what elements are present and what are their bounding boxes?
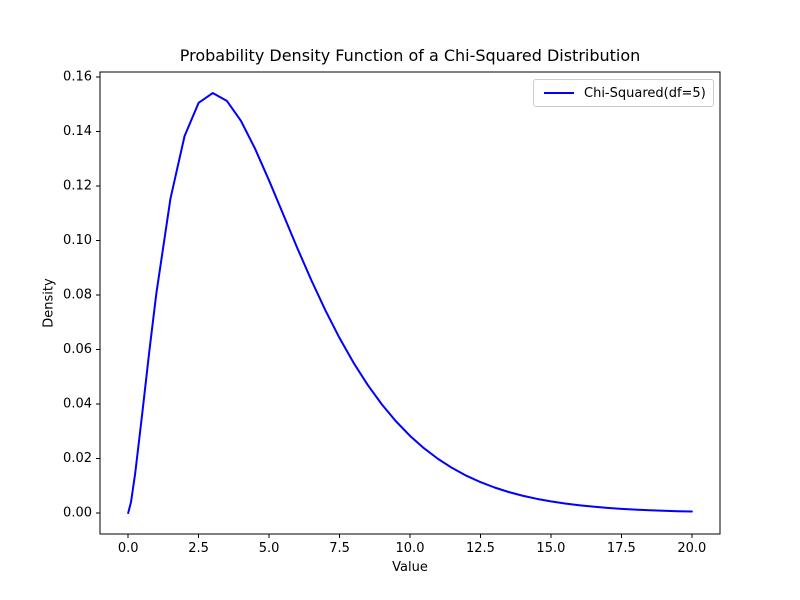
x-tick-label: 5.0: [259, 541, 280, 556]
chi-squared-curve: [127, 92, 693, 515]
x-tick-label: 12.5: [466, 541, 495, 556]
x-tick-label: 15.0: [536, 541, 565, 556]
chart-title: Probability Density Function of a Chi-Sq…: [179, 46, 641, 65]
y-tick-label: 0.04: [63, 397, 92, 412]
y-tick-label: 0.00: [63, 506, 92, 521]
x-tick-label: 2.5: [188, 541, 209, 556]
y-axis-label: Density: [41, 278, 57, 328]
axes-spines: [99, 71, 721, 535]
legend-line-sample: [544, 92, 574, 94]
y-tick-label: 0.12: [63, 179, 92, 194]
x-tick-label: 7.5: [329, 541, 350, 556]
x-tick-label: 0.0: [118, 541, 139, 556]
y-tick-label: 0.14: [63, 124, 92, 139]
x-tick-label: 10.0: [396, 541, 425, 556]
y-tick-label: 0.08: [63, 288, 92, 303]
legend-label: Chi-Squared(df=5): [584, 85, 706, 101]
legend: Chi-Squared(df=5): [533, 79, 714, 107]
x-tick-label: 17.5: [607, 541, 636, 556]
y-tick-label: 0.10: [63, 233, 92, 248]
x-tick-label: 20.0: [677, 541, 706, 556]
x-axis-label: Value: [392, 560, 428, 575]
y-tick-label: 0.06: [63, 342, 92, 357]
y-tick-label: 0.02: [63, 451, 92, 466]
y-tick-label: 0.16: [63, 70, 92, 85]
